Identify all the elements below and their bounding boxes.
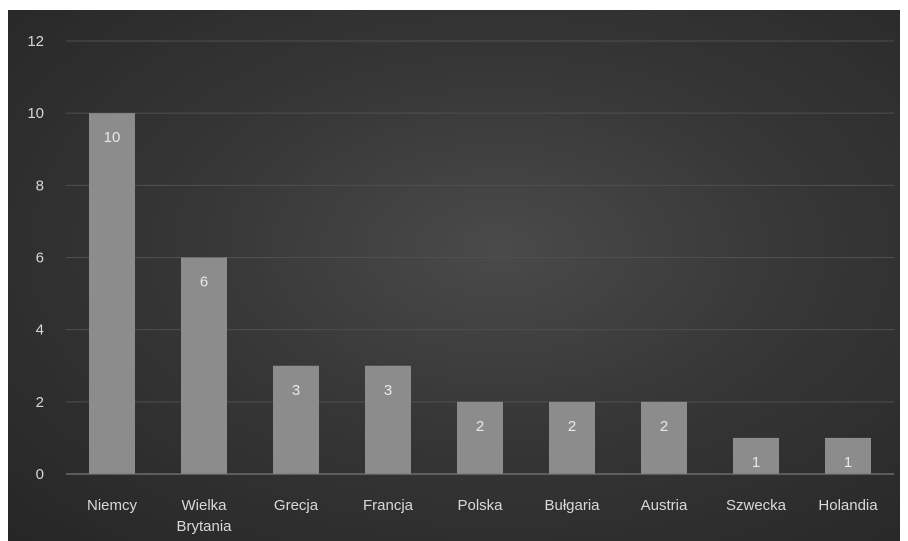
y-tick-label: 4 <box>36 322 44 339</box>
data-label: 2 <box>476 418 484 435</box>
y-tick-label: 6 <box>36 250 44 267</box>
y-tick-label: 8 <box>36 177 44 194</box>
category-label: Wielka Brytania <box>176 497 232 535</box>
category-label: Polska <box>457 497 503 514</box>
y-tick-label: 12 <box>27 33 44 50</box>
x-axis-labels: Niemcy Wielka Brytania Grecja Francja Polska B… <box>87 497 878 535</box>
data-label: 3 <box>384 382 392 399</box>
bar <box>181 257 227 474</box>
category-label: Holandia <box>818 497 878 514</box>
bars: 10 6 3 3 2 2 2 1 1 <box>89 113 871 475</box>
data-label: 1 <box>752 454 760 471</box>
data-label: 2 <box>660 418 668 435</box>
data-label: 3 <box>292 382 300 399</box>
bar <box>733 437 779 474</box>
data-label: 1 <box>844 454 852 471</box>
chart-frame: 0 2 4 6 8 10 12 10 6 3 3 2 2 2 1 1 Niemcy Wielka Brytani… <box>8 10 900 541</box>
y-axis-ticks: 0 2 4 6 8 10 12 <box>27 33 44 483</box>
bar <box>825 437 871 474</box>
data-label: 6 <box>200 274 208 291</box>
y-tick-label: 0 <box>36 466 44 483</box>
category-label: Grecja <box>274 497 319 514</box>
bar <box>273 365 319 474</box>
y-tick-label: 10 <box>27 105 44 122</box>
bar <box>457 401 503 474</box>
data-label: 2 <box>568 418 576 435</box>
category-label: Francja <box>363 497 414 514</box>
bar <box>641 401 687 474</box>
category-label: Bułgaria <box>544 497 600 514</box>
category-label: Austria <box>641 497 688 514</box>
category-label: Niemcy <box>87 497 138 514</box>
y-tick-label: 2 <box>36 394 44 411</box>
bar-chart: 0 2 4 6 8 10 12 10 6 3 3 2 2 2 1 1 Niemcy Wielka Brytani… <box>27 33 894 535</box>
bar <box>89 113 135 475</box>
bar <box>549 401 595 474</box>
data-label: 10 <box>104 129 121 146</box>
category-label: Szwecka <box>726 497 787 514</box>
bar <box>365 365 411 474</box>
